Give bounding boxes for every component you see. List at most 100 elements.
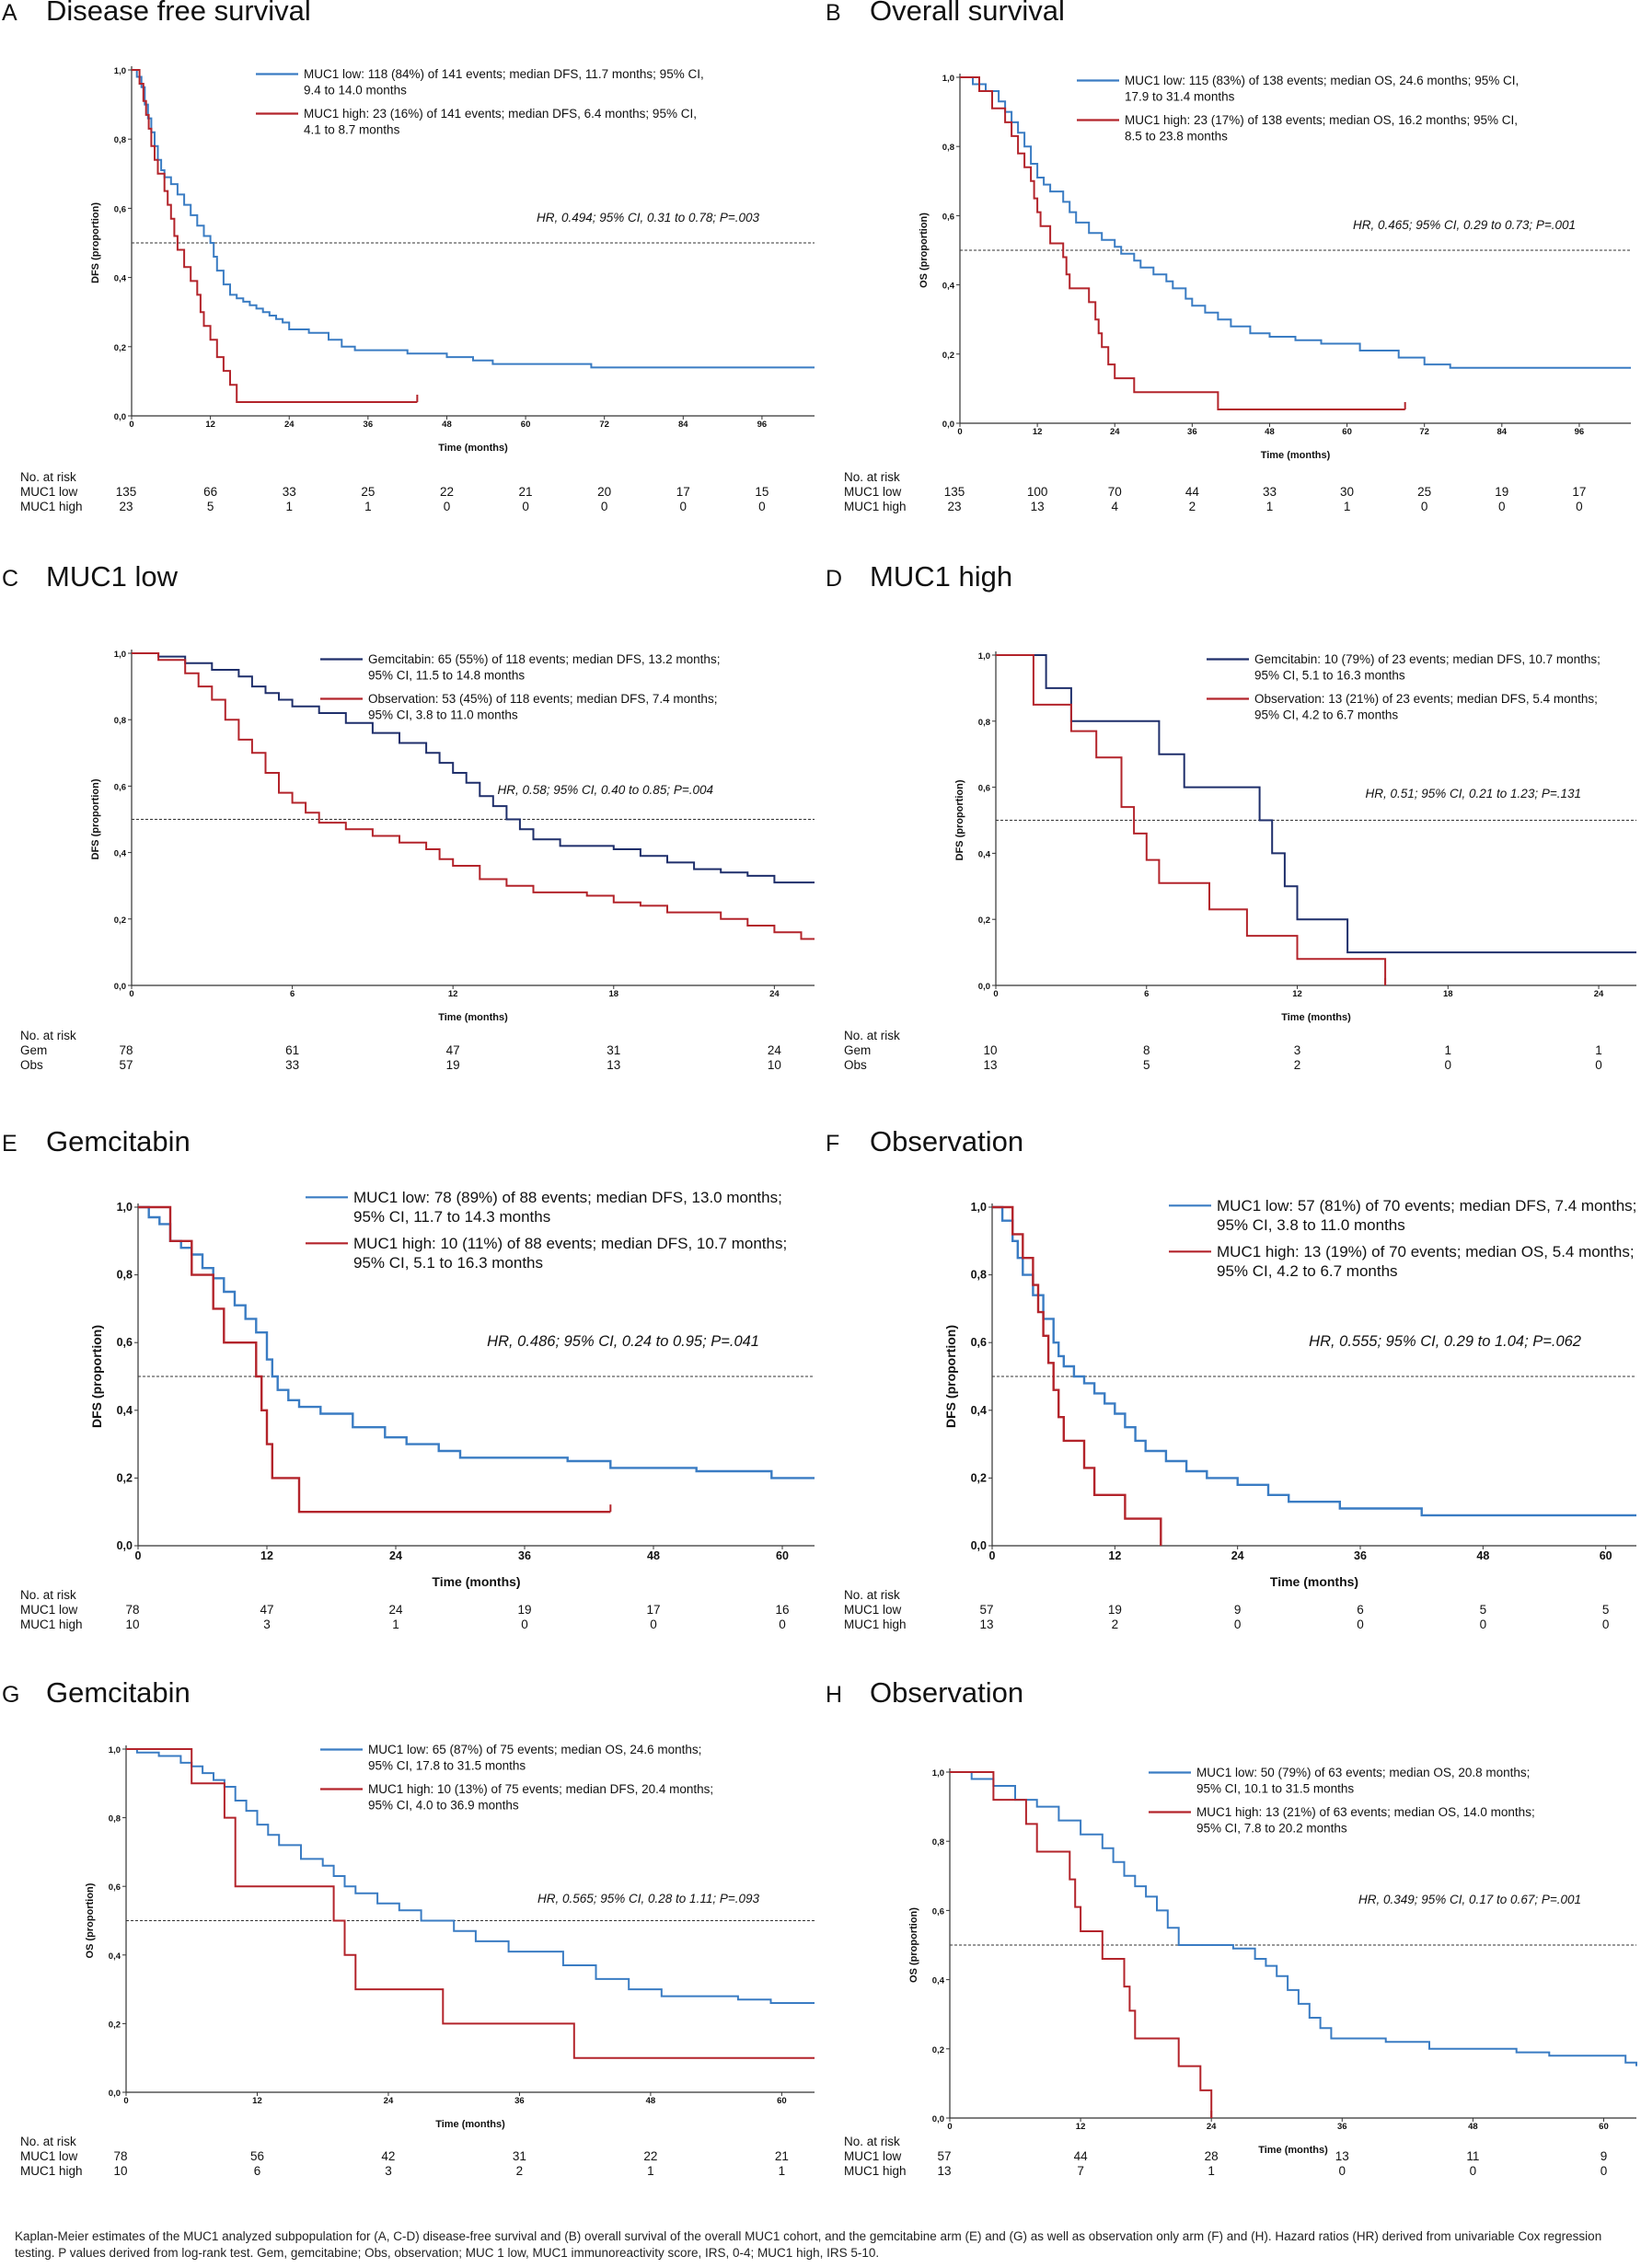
- risk-count: 57: [979, 1603, 993, 1617]
- risk-count: 5: [207, 500, 214, 513]
- curve-observation: [132, 652, 815, 940]
- hr-annotation: HR, 0.494; 95% CI, 0.31 to 0.78; P=.003: [537, 211, 760, 224]
- risk-count: 0: [601, 500, 608, 513]
- x-axis-title: Time (months): [1261, 450, 1331, 461]
- y-tick-label: 0,4: [942, 282, 955, 292]
- legend-entry: 95% CI, 17.8 to 31.5 months: [368, 1759, 526, 1773]
- risk-table-header: No. at risk: [844, 1588, 900, 1602]
- y-tick-label: 0,2: [109, 2020, 121, 2030]
- risk-count: 0: [1576, 500, 1583, 513]
- x-tick-label: 0: [989, 1549, 996, 1562]
- risk-table-header: No. at risk: [844, 1029, 900, 1042]
- risk-row-label: MUC1 low: [844, 485, 902, 499]
- risk-row-label: MUC1 high: [20, 2164, 83, 2178]
- risk-count: 78: [125, 1603, 139, 1617]
- legend-entry: 95% CI, 10.1 to 31.5 months: [1196, 1782, 1354, 1796]
- risk-count: 57: [937, 2149, 951, 2163]
- y-tick-label: 0,6: [942, 212, 954, 222]
- legend-entry: 95% CI, 4.2 to 6.7 months: [1254, 708, 1398, 722]
- risk-count: 13: [1335, 2149, 1349, 2163]
- x-tick-label: 48: [1265, 427, 1275, 437]
- risk-count: 24: [388, 1603, 403, 1617]
- risk-count: 135: [944, 485, 965, 499]
- panel-title: Observation: [870, 1125, 1023, 1157]
- panel-label: G: [2, 1682, 19, 1708]
- x-tick-label: 60: [1599, 2122, 1609, 2132]
- risk-row-label: MUC1 high: [20, 500, 83, 513]
- panel-H: H Observation 0,0 0,2 0,4 0,6 0,8 1,0 0 12 24 36 48 6…: [826, 1676, 1637, 2178]
- legend-entry: MUC1 high: 13 (19%) of 70 events; median…: [1217, 1243, 1635, 1261]
- risk-count: 17: [1572, 485, 1586, 499]
- panel-label: B: [826, 0, 841, 26]
- legend-entry: 95% CI, 3.8 to 11.0 months: [1217, 1216, 1405, 1234]
- legend-entry: MUC1 low: 78 (89%) of 88 events; median …: [353, 1189, 782, 1206]
- curve-muc1-low: [132, 69, 815, 369]
- x-tick-label: 24: [389, 1549, 402, 1562]
- curve-muc1-high: [992, 1205, 1162, 1546]
- risk-count: 100: [1027, 485, 1048, 499]
- curve-muc1-high: [126, 1748, 815, 2059]
- legend-entry: Gemcitabin: 65 (55%) of 118 events; medi…: [368, 652, 720, 666]
- risk-table-header: No. at risk: [20, 470, 76, 484]
- y-tick-label: 1,0: [971, 1201, 987, 1214]
- risk-count: 0: [1357, 1618, 1364, 1631]
- x-axis-title: Time (months): [438, 443, 508, 454]
- y-tick-label: 0,8: [109, 1814, 121, 1825]
- risk-count: 1: [1266, 500, 1274, 513]
- risk-count: 0: [1234, 1618, 1242, 1631]
- panel-label: D: [826, 566, 842, 592]
- risk-row-label: Obs: [20, 1058, 43, 1072]
- risk-count: 4: [1111, 500, 1118, 513]
- risk-table-header: No. at risk: [20, 1588, 76, 1602]
- risk-count: 1: [285, 500, 293, 513]
- x-tick-label: 60: [777, 2096, 787, 2106]
- x-tick-label: 24: [1207, 2122, 1217, 2132]
- risk-count: 1: [1208, 2164, 1215, 2178]
- x-axis-title: Time (months): [432, 1574, 520, 1589]
- x-tick-label: 36: [518, 1549, 531, 1562]
- risk-row-label: Gem: [20, 1043, 47, 1057]
- risk-count: 3: [263, 1618, 271, 1631]
- x-tick-label: 72: [599, 420, 609, 430]
- y-tick-label: 0,0: [114, 982, 126, 992]
- x-tick-label: 48: [646, 2096, 656, 2106]
- y-tick-label: 0,0: [109, 2089, 121, 2099]
- y-tick-label: 0,2: [114, 915, 126, 926]
- risk-count: 5: [1480, 1603, 1487, 1617]
- curve-muc1-low: [960, 76, 1631, 369]
- risk-count: 13: [983, 1058, 997, 1072]
- x-tick-label: 12: [1076, 2122, 1086, 2132]
- risk-row-label: MUC1 low: [844, 2149, 902, 2163]
- risk-row-label: MUC1 high: [844, 1618, 907, 1631]
- y-tick-label: 0,0: [978, 982, 990, 992]
- risk-count: 0: [1470, 2164, 1477, 2178]
- risk-count: 0: [779, 1618, 786, 1631]
- legend-entry: MUC1 low: 50 (79%) of 63 events; median …: [1196, 1766, 1530, 1779]
- x-tick-label: 72: [1419, 427, 1429, 437]
- risk-count: 5: [1143, 1058, 1150, 1072]
- risk-count: 0: [1595, 1058, 1602, 1072]
- legend-entry: 95% CI, 11.5 to 14.8 months: [368, 669, 525, 683]
- x-tick-label: 48: [1476, 1549, 1489, 1562]
- risk-count: 10: [125, 1618, 139, 1631]
- y-axis-title: OS (proportion): [919, 213, 930, 288]
- panel-F: F Observation 0,0 0,2 0,4 0,6 0,8 1,0 0 12 24 36 48 6…: [826, 1125, 1636, 1631]
- legend-entry: MUC1 high: 23 (17%) of 138 events; media…: [1125, 113, 1518, 127]
- x-axis-title: Time (months): [1270, 1574, 1358, 1589]
- x-tick-label: 24: [284, 420, 295, 430]
- risk-count: 2: [1189, 500, 1196, 513]
- y-axis-title: DFS (proportion): [943, 1325, 958, 1428]
- legend-entry: 95% CI, 4.2 to 6.7 months: [1217, 1262, 1398, 1280]
- risk-count: 23: [119, 500, 133, 513]
- y-tick-label: 0,4: [932, 1976, 945, 1986]
- risk-count: 0: [444, 500, 451, 513]
- risk-count: 66: [203, 485, 217, 499]
- risk-count: 44: [1074, 2149, 1089, 2163]
- risk-count: 47: [260, 1603, 273, 1617]
- risk-count: 2: [1294, 1058, 1301, 1072]
- risk-count: 1: [1344, 500, 1351, 513]
- risk-count: 0: [1421, 500, 1428, 513]
- x-tick-label: 24: [1594, 989, 1604, 999]
- risk-table-header: No. at risk: [844, 2135, 900, 2148]
